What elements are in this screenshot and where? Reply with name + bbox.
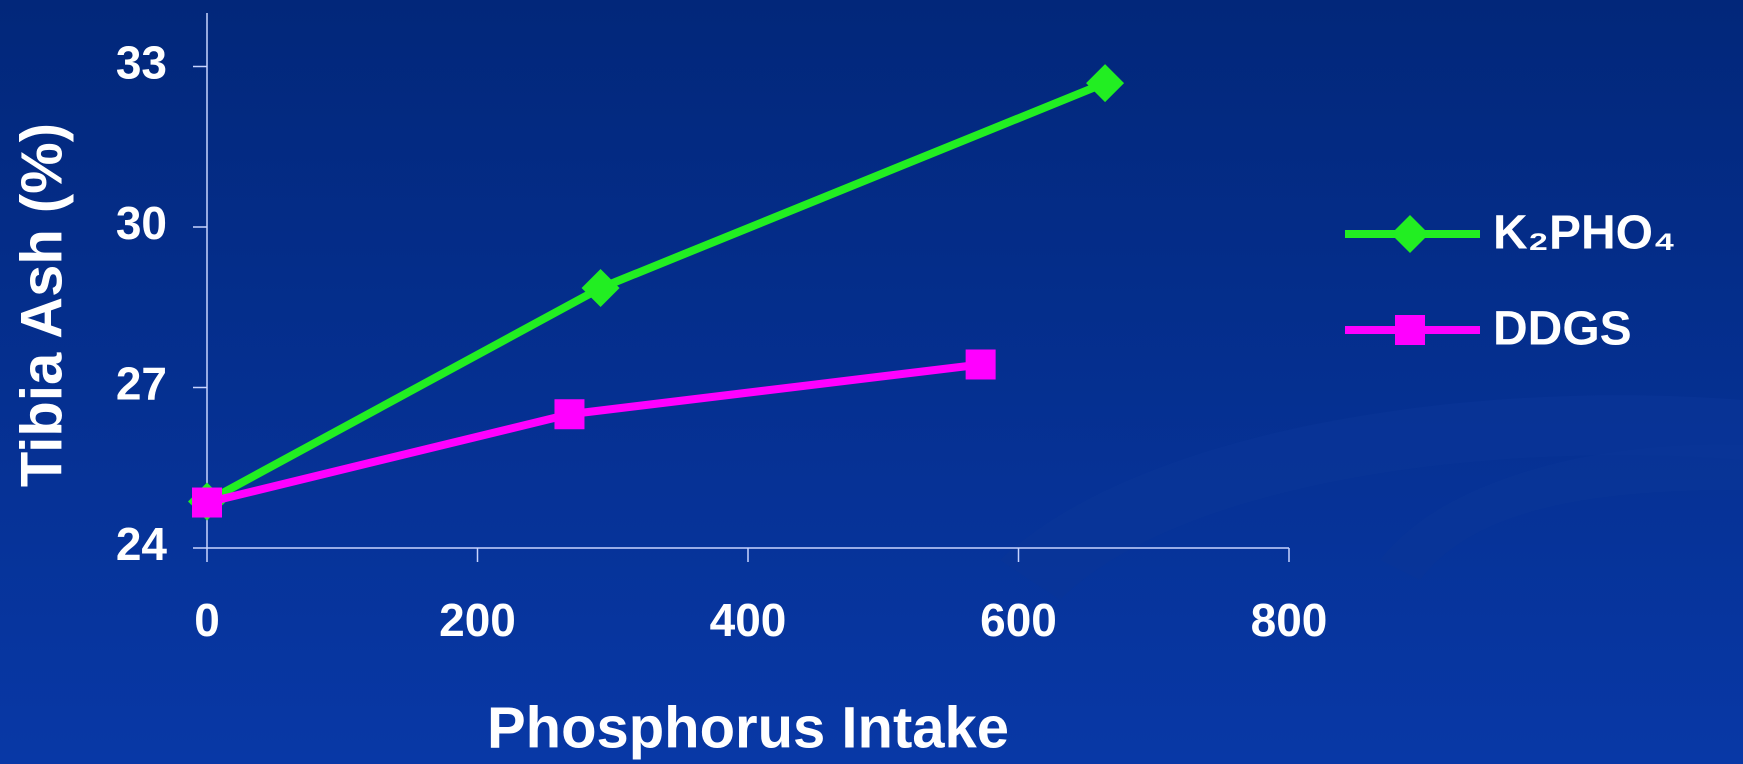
- legend-label: DDGS: [1493, 303, 1632, 356]
- data-point: [554, 399, 585, 430]
- y-tick-label: 33: [116, 37, 167, 89]
- data-point: [1086, 64, 1125, 103]
- x-tick-label: 400: [710, 594, 787, 646]
- x-tick-label: 0: [194, 594, 220, 646]
- legend-marker: [1391, 215, 1429, 253]
- legend-label: K₂PHO₄: [1493, 207, 1676, 260]
- data-point: [192, 487, 222, 518]
- decoration: [1000, 395, 1743, 600]
- x-tick-label: 200: [439, 594, 516, 646]
- data-point: [581, 268, 620, 307]
- y-axis-title: Tibia Ash (%): [9, 123, 74, 487]
- data-point: [965, 349, 996, 380]
- x-tick-label: 800: [1251, 594, 1328, 646]
- y-tick-label: 30: [116, 197, 167, 249]
- decoration: [1380, 444, 1743, 580]
- y-tick-label: 24: [116, 518, 168, 570]
- y-tick-label: 27: [116, 358, 167, 410]
- x-axis-title: Phosphorus Intake: [487, 695, 1009, 760]
- x-tick-label: 600: [980, 594, 1057, 646]
- legend-marker: [1395, 315, 1425, 345]
